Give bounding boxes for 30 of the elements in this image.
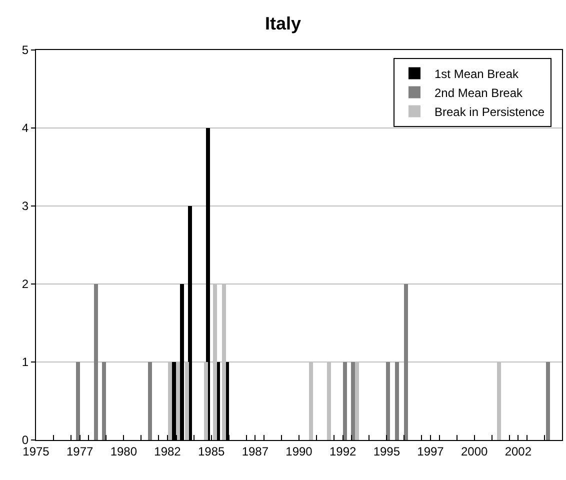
x-tick-label: 1980 [110,444,138,458]
bar [404,284,408,440]
legend-label: 2nd Mean Break [434,86,524,100]
x-tick-label: 1990 [286,444,313,458]
bar [148,362,152,440]
x-tick-label: 1982 [154,444,182,458]
bar [395,362,399,440]
x-tick-label: 2000 [460,444,488,458]
x-tick-label: 1995 [373,444,400,458]
x-tick-label: 1985 [198,444,225,458]
x-tick-label: 1977 [66,444,94,458]
bar [343,362,347,440]
y-tick-label: 2 [22,277,29,292]
bar [76,362,80,440]
chart-title: Italy [264,13,302,34]
x-tick-label: 2002 [504,444,532,458]
bar [546,362,550,440]
y-tick-label: 3 [22,199,29,214]
y-tick-label: 1 [22,355,29,370]
bar [351,362,355,440]
y-tick-label: 5 [22,43,29,58]
bar [102,362,106,440]
legend-label: Break in Persistence [434,104,545,119]
y-tick-label: 4 [22,121,29,136]
x-tick-label: 1997 [417,444,444,458]
x-tick-label: 1992 [329,444,356,458]
x-tick-label: 1987 [242,444,269,458]
bar [386,362,390,440]
legend-label: 1st Mean Break [434,66,520,81]
bar [94,284,98,440]
